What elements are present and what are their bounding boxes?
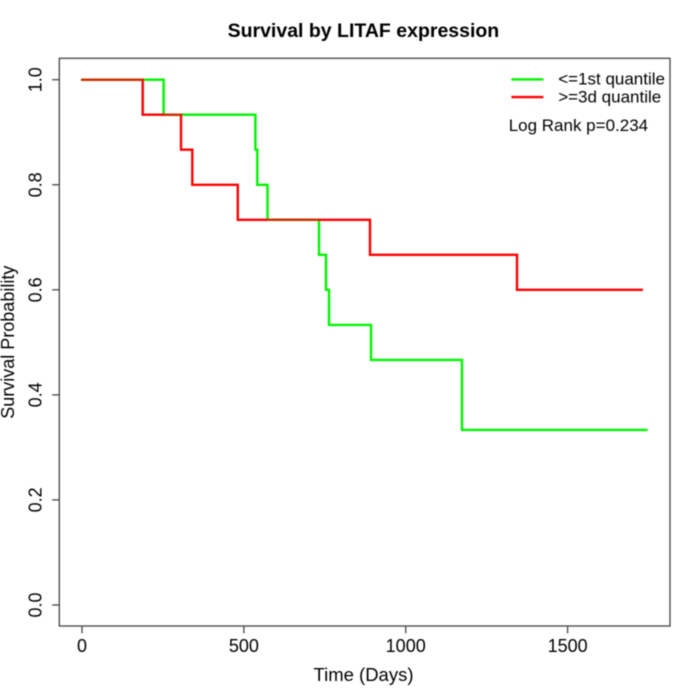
- svg-text:Time (Days): Time (Days): [313, 664, 413, 685]
- svg-text:0.2: 0.2: [25, 487, 45, 512]
- svg-text:Survival Probability: Survival Probability: [0, 266, 18, 419]
- svg-text:1000: 1000: [386, 636, 426, 656]
- svg-text:0.4: 0.4: [25, 382, 45, 407]
- svg-text:0.6: 0.6: [25, 277, 45, 302]
- svg-text:>=3d quantile: >=3d quantile: [558, 87, 661, 106]
- svg-text:1.0: 1.0: [25, 67, 45, 92]
- svg-text:1500: 1500: [548, 636, 588, 656]
- svg-text:500: 500: [229, 636, 259, 656]
- svg-text:0.0: 0.0: [25, 592, 45, 617]
- svg-text:Log Rank p=0.234: Log Rank p=0.234: [509, 116, 648, 135]
- svg-text:0: 0: [77, 636, 87, 656]
- svg-text:0.8: 0.8: [25, 172, 45, 197]
- svg-text:Survival by LITAF expression: Survival by LITAF expression: [228, 20, 500, 42]
- svg-text:<=1st quantile: <=1st quantile: [558, 70, 665, 89]
